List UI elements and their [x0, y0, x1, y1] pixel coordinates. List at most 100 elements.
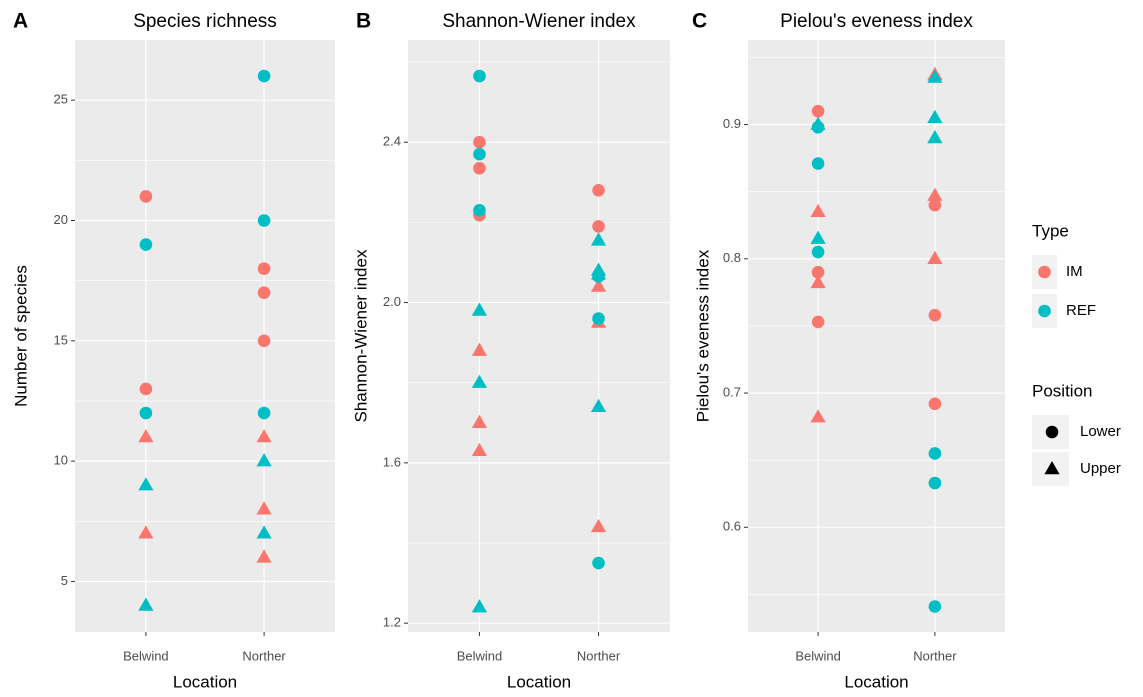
y-axis-title: Number of species [11, 265, 30, 407]
point [928, 198, 942, 212]
point [256, 501, 272, 515]
x-tick-label: Belwind [123, 648, 169, 663]
y-tick-label: 20 [54, 212, 68, 227]
y-tick-label: 1.2 [383, 615, 401, 630]
point [473, 69, 486, 83]
y-tick-label: 0.9 [723, 116, 741, 131]
x-tick-label: Norther [577, 648, 621, 663]
point [473, 161, 486, 175]
x-tick-label: Belwind [457, 648, 503, 663]
point [928, 600, 942, 613]
panel-title: Pielou's eveness index [780, 11, 973, 32]
point [257, 406, 271, 420]
point [927, 250, 943, 265]
point [257, 214, 271, 227]
legend-label: Upper [1080, 460, 1121, 477]
point [928, 447, 942, 460]
point [810, 274, 826, 289]
panel: 5 10 15 20 25 Belwind Norther Species richness A… [11, 10, 335, 691]
point [471, 599, 488, 613]
panel-title: Species richness [133, 11, 277, 32]
panel-tag: C [692, 10, 707, 33]
y-tick-label: 0.6 [723, 519, 741, 534]
legend: Type IM REF Position Lower Upper [1032, 221, 1121, 486]
legend-label: REF [1066, 302, 1096, 319]
y-tick-label: 2.0 [383, 294, 401, 309]
point [257, 286, 271, 299]
point [256, 549, 272, 563]
point [471, 342, 488, 356]
point [139, 406, 153, 420]
legend-label: IM [1066, 263, 1083, 280]
point [139, 238, 153, 251]
panel-tag: B [356, 10, 371, 33]
point [592, 312, 605, 325]
point [473, 135, 486, 149]
y-tick-label: 5 [61, 573, 68, 588]
point [927, 129, 943, 144]
panel: 1.2 1.6 2.0 2.4 Belwind Norther Shannon-Wiener… [351, 10, 670, 691]
legend-symbol [1045, 425, 1059, 439]
point [928, 476, 942, 490]
legend-symbol [1044, 461, 1060, 475]
point [811, 245, 825, 259]
point [473, 204, 486, 217]
point [590, 518, 607, 533]
panel: 0.6 0.7 0.8 0.9 Belwind Norther Pielou's evene… [692, 10, 1005, 691]
point [590, 232, 607, 246]
point [138, 525, 154, 539]
point [138, 477, 154, 491]
y-tick-label: 10 [54, 453, 68, 468]
panel-background [748, 40, 1005, 632]
legend-symbol [1038, 304, 1051, 318]
point [811, 104, 825, 118]
point [592, 556, 605, 570]
legend-label: Lower [1080, 423, 1121, 440]
point [139, 382, 153, 396]
point [471, 414, 488, 428]
point [810, 409, 826, 423]
point [928, 397, 942, 411]
x-tick-label: Belwind [795, 648, 841, 663]
point [811, 157, 825, 170]
x-axis-title: Location [173, 672, 237, 691]
y-tick-label: 0.8 [723, 250, 741, 265]
x-tick-label: Norther [913, 648, 957, 663]
point [471, 374, 488, 388]
point [138, 429, 154, 443]
point [810, 230, 826, 244]
y-tick-label: 15 [54, 332, 68, 347]
point [590, 278, 607, 292]
point [139, 190, 153, 203]
point [471, 442, 488, 457]
point [590, 266, 607, 280]
point [811, 265, 825, 279]
point [257, 69, 271, 83]
y-axis-title: Pielou's eveness index [693, 249, 712, 422]
point [256, 429, 272, 443]
point [256, 525, 272, 539]
point [928, 308, 942, 322]
x-axis-title: Location [844, 672, 908, 691]
panel-title: Shannon-Wiener index [442, 11, 636, 32]
y-axis-title: Shannon-Wiener index [351, 249, 370, 422]
legend-symbol [1038, 265, 1051, 279]
y-tick-label: 1.6 [383, 454, 401, 469]
point [810, 116, 826, 130]
panel-background [408, 40, 670, 632]
point [590, 398, 607, 412]
panel-background [75, 40, 335, 632]
point [927, 109, 943, 124]
legend-title: Type [1032, 221, 1069, 240]
panel-tag: A [13, 10, 28, 33]
point [927, 187, 943, 201]
y-tick-label: 25 [54, 92, 68, 107]
x-axis-title: Location [507, 672, 571, 691]
point [592, 220, 605, 233]
point [257, 262, 271, 275]
point [473, 147, 486, 161]
point [810, 203, 826, 218]
y-tick-label: 0.7 [723, 384, 741, 399]
point [811, 315, 825, 329]
